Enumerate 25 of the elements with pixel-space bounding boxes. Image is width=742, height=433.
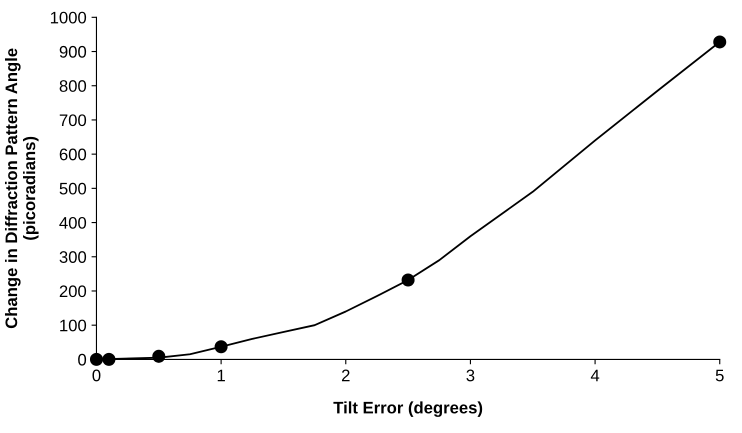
y-axis-title: Change in Diffraction Pattern Angle (picoradians) (4, 48, 39, 328)
y-tick-label: 700 (60, 114, 86, 126)
y-tick-label: 1000 (50, 12, 86, 24)
y-tick-label: 800 (60, 80, 86, 92)
y-tick-label: 900 (60, 46, 86, 58)
point (214, 340, 228, 354)
x-axis-title: Tilt Error (degrees) (333, 401, 482, 417)
x-tick-label: 1 (218, 370, 225, 382)
y-tick-label: 100 (60, 320, 86, 332)
point (102, 352, 116, 366)
point (402, 274, 415, 287)
x-tick-label: 5 (716, 370, 724, 382)
point (152, 350, 166, 363)
y-tick-label: 200 (60, 285, 86, 298)
x-tick-label: 2 (342, 370, 350, 382)
y-tick-label: 500 (60, 182, 86, 195)
y-tick-label: 0 (78, 354, 86, 366)
x-tick-label: 4 (590, 370, 600, 382)
x-tick-label: 0 (92, 370, 100, 382)
y-tick-label: 400 (59, 216, 86, 229)
point (90, 352, 103, 366)
x-tick-label: 3 (466, 370, 474, 382)
point (713, 35, 726, 48)
y-tick-label: 600 (60, 148, 86, 160)
y-tick-label: 300 (60, 251, 86, 263)
